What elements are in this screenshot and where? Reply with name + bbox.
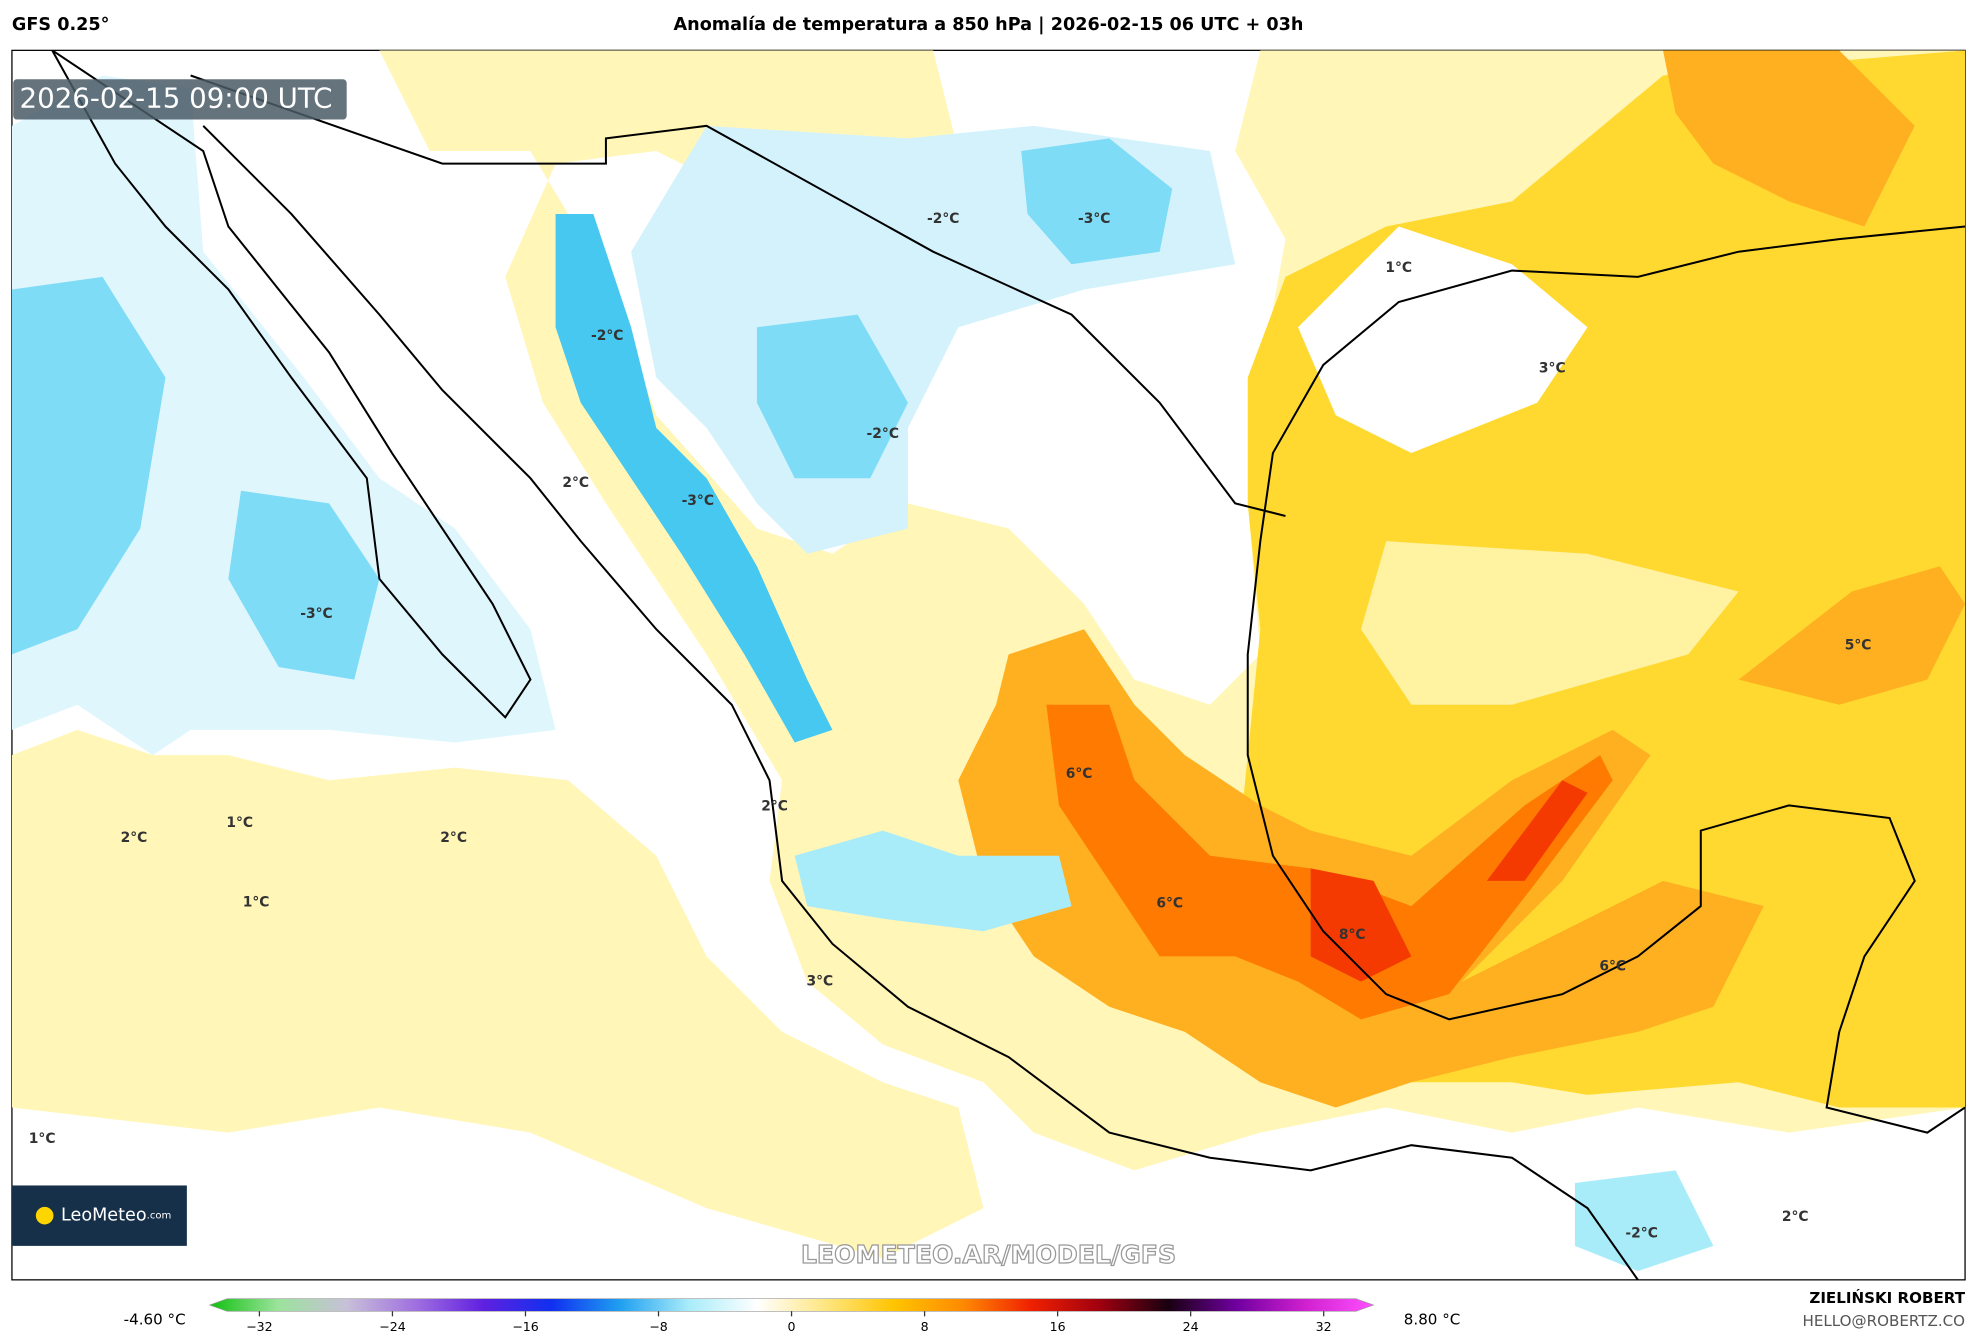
field	[11, 50, 1966, 1272]
logo-name: LeoMeteo	[61, 1206, 147, 1226]
watermark: LEOMETEO.AR/MODEL/GFS	[801, 1240, 1176, 1269]
logo-suffix: .com	[147, 1211, 172, 1222]
title: Anomalía de temperatura a 850 hPa | 2026…	[674, 15, 1304, 35]
contour-label: 3°C	[807, 974, 834, 990]
contour-label: 3°C	[1539, 361, 1566, 377]
anomaly-area	[794, 830, 1714, 1272]
colorbar-tick-label: −16	[512, 1319, 539, 1334]
anomaly-area	[11, 75, 556, 756]
colorbar-tick-label: 0	[788, 1319, 796, 1334]
anomaly-area	[11, 729, 984, 1259]
anomaly-area	[1738, 566, 1966, 705]
colorbar-tick-label: 8	[921, 1319, 929, 1334]
contour-label: -3°C	[1078, 211, 1110, 227]
colorbar-bar	[208, 1298, 1375, 1312]
colorbar-tick-label: −24	[379, 1319, 406, 1334]
anomaly-area	[958, 629, 1764, 1108]
contour-label: 1°C	[243, 894, 270, 910]
contour-label: 6°C	[1066, 766, 1093, 782]
contour-label: 1°C	[1385, 260, 1412, 276]
contour-label: -2°C	[927, 211, 959, 227]
anomaly-area	[1046, 704, 1613, 1020]
contour-label: 2°C	[1782, 1209, 1809, 1225]
map: 2026-02-15 09:00 UTC -2°C -3°C1°C-2°C3°C-…	[11, 49, 1966, 1281]
contour-label: 1°C	[29, 1131, 56, 1147]
contour-label: -3°C	[682, 493, 714, 509]
contour-label: 5°C	[1845, 638, 1872, 654]
colorbar-tick-label: 16	[1050, 1319, 1066, 1334]
max-label: 8.80 °C	[1404, 1311, 1461, 1329]
contour-label: -2°C	[867, 426, 899, 442]
colorbar-tick-label: −8	[649, 1319, 668, 1334]
logo-sun	[35, 1206, 54, 1225]
min-label: -4.60 °C	[124, 1311, 186, 1329]
contour-label: 2°C	[440, 830, 467, 846]
colorbar-tick-label: −32	[246, 1319, 273, 1334]
email: HELLO@ROBERTZ.CO	[1802, 1312, 1965, 1330]
coastline	[51, 50, 1966, 1280]
contour-label: -2°C	[591, 328, 623, 344]
anomaly-area	[1663, 50, 1915, 227]
contour-label: 1°C	[226, 815, 253, 831]
timestamp-box	[13, 79, 347, 120]
contour-label: 2°C	[562, 475, 589, 491]
timestamp: 2026-02-15 09:00 UTC	[19, 81, 332, 114]
contour-label: 8°C	[1339, 927, 1366, 943]
anomaly-area	[1310, 780, 1588, 982]
contour-label: 6°C	[1156, 896, 1183, 912]
contour-label: 2°C	[121, 830, 148, 846]
contour-label: -2°C	[1625, 1225, 1657, 1241]
anomaly-area	[1298, 226, 1588, 454]
colorbar: -4.60 °C 8.80 °C −32 −24 −16 −8 0 8 16 24 32	[124, 1298, 1461, 1334]
author: ZIELIŃSKI ROBERT	[1809, 1288, 1965, 1307]
contour-label: 6°C	[1599, 958, 1626, 974]
contour-labels: -2°C -3°C 1°C -2°C 3°C -2°C 2°C -3°C -3°C 5°C 6°C 2…	[29, 211, 1872, 1241]
colorbar-tick-label: 24	[1183, 1319, 1199, 1334]
anomaly-area	[756, 138, 1173, 479]
colorbar-tick-label: 32	[1316, 1319, 1332, 1334]
logo: LeoMeteo.com	[61, 1206, 171, 1226]
contour-label: -3°C	[300, 606, 332, 622]
anomaly-area	[1361, 541, 1739, 705]
contour-label: 2°C	[761, 799, 788, 815]
anomaly-area	[555, 213, 833, 743]
anomaly-area	[11, 276, 380, 680]
model-label: GFS 0.25°	[12, 15, 110, 35]
